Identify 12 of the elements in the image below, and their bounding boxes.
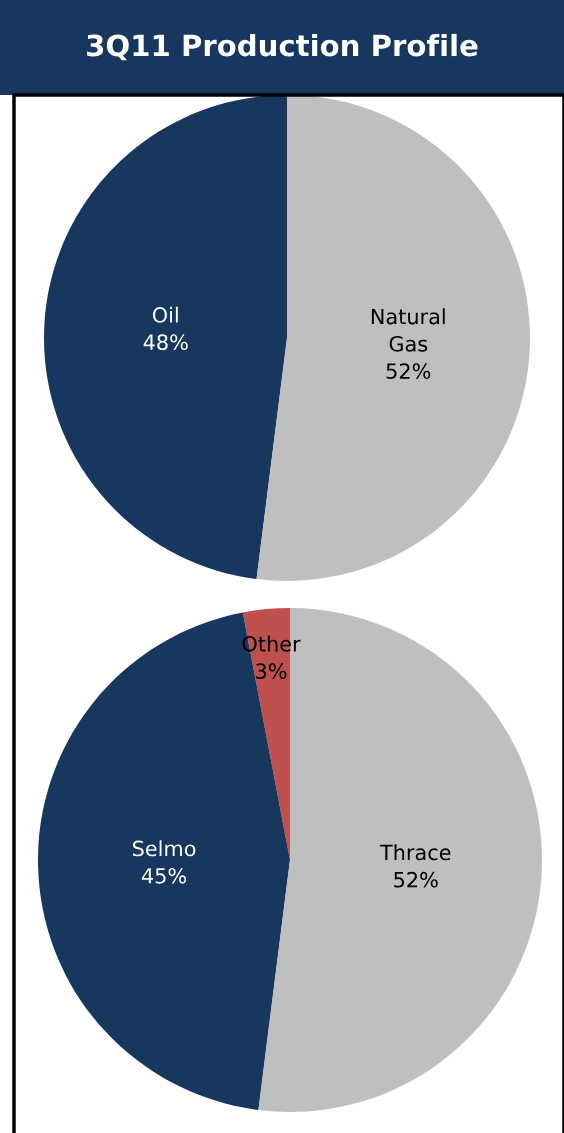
- slice-label: Oil: [152, 306, 178, 323]
- data-label: 3%: [256, 663, 287, 679]
- slice-label: Thrace: [379, 844, 451, 861]
- pie-slice: [44, 95, 287, 580]
- chart-title: 3Q11 Production Profile: [87, 33, 478, 61]
- data-label: 52%: [394, 871, 438, 888]
- data-label: 52%: [386, 363, 431, 379]
- slice-label: Natural Gas: [371, 308, 445, 352]
- data-label: 45%: [141, 867, 187, 884]
- pie-slice: [256, 95, 530, 581]
- slice-label: Selmo: [133, 840, 196, 857]
- data-label: 48%: [143, 334, 188, 351]
